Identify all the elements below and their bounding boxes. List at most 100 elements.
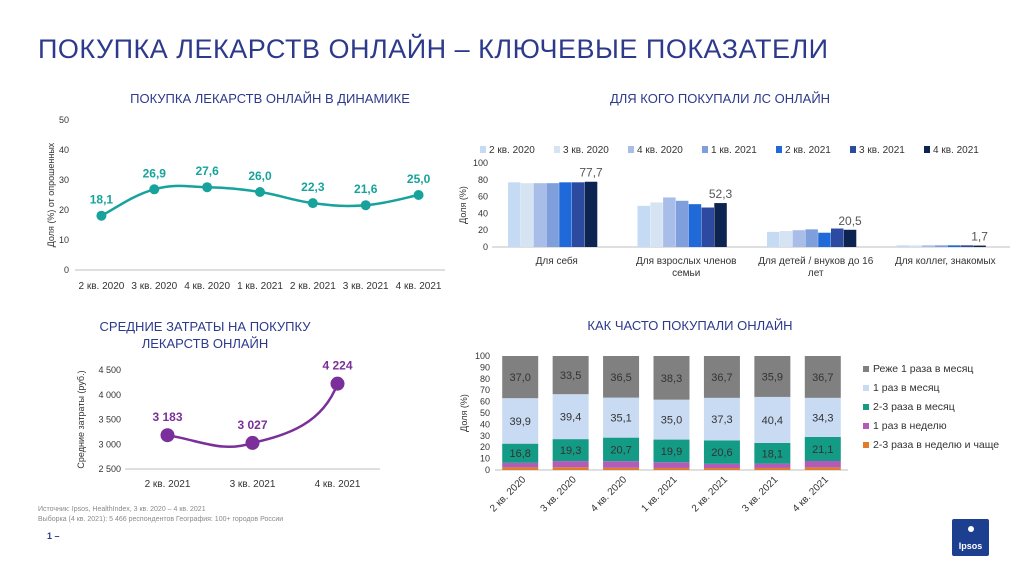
legend-label: 2-3 раза в месяц (873, 401, 955, 413)
bar-segment (502, 462, 539, 468)
bar-segment (653, 467, 690, 470)
x-tick-label: Для детей / внуков до 16 (758, 256, 874, 267)
y-tick-label: 60 (480, 397, 490, 407)
y-tick-label: 40 (59, 145, 69, 155)
y-tick-label: 0 (485, 465, 490, 475)
legend-swatch (776, 146, 782, 153)
y-tick-label: 10 (480, 454, 490, 464)
y-tick-label: 90 (480, 362, 490, 372)
y-axis-label: Доля (%) от опрошенных (46, 142, 56, 247)
page-title: ПОКУПКА ЛЕКАРСТВ ОНЛАЙН – КЛЮЧЕВЫЕ ПОКАЗ… (38, 34, 829, 64)
ipsos-logo-text: Ipsos (958, 541, 983, 551)
bar-segment (804, 460, 841, 468)
data-point (307, 198, 318, 209)
legend-label: 3 кв. 2020 (563, 145, 609, 156)
bar-segment (703, 463, 740, 469)
page-number: 1 – (47, 531, 60, 541)
x-tick-label: 4 кв. 2021 (396, 281, 442, 292)
bar-segment (603, 397, 640, 438)
x-tick-label: 4 кв. 2020 (184, 281, 230, 292)
bar-segment (754, 467, 791, 470)
bar-segment (754, 442, 791, 464)
x-tick-label: семьи (672, 268, 700, 279)
y-tick-label: 20 (478, 225, 488, 235)
bar (896, 245, 909, 247)
data-label: 3 027 (237, 418, 267, 432)
data-label: 52,3 (709, 187, 733, 201)
y-tick-label: 80 (478, 175, 488, 185)
bar-segment (703, 397, 740, 441)
bar (520, 183, 534, 247)
page-number-value: 1 (47, 531, 53, 541)
y-tick-label: 3 000 (98, 439, 121, 449)
legend-label: 1 раз в неделю (873, 420, 947, 432)
legend-swatch (850, 146, 856, 153)
bar (909, 245, 922, 247)
data-point (149, 184, 160, 195)
y-axis-label: Доля (%) (459, 394, 469, 432)
bar-segment (703, 440, 740, 464)
bar-segment (603, 461, 640, 468)
data-label: 26,0 (248, 169, 272, 183)
bar (973, 245, 986, 247)
y-tick-label: 40 (478, 208, 488, 218)
x-tick-label: 4 кв. 2021 (315, 479, 361, 490)
bar-segment (502, 467, 539, 470)
legend-swatch (863, 366, 869, 372)
source-line-1: Источник: Ipsos, HealthIndex, 3 кв. 2020… (38, 506, 206, 513)
data-label: 25,0 (407, 172, 431, 186)
data-label: 18,1 (90, 193, 114, 207)
data-label: 26,9 (143, 166, 167, 180)
x-tick-label: 3 кв. 2021 (740, 474, 780, 514)
bar (546, 183, 559, 247)
x-tick-label: 1 кв. 2021 (237, 281, 283, 292)
bar (934, 245, 948, 247)
bar (779, 231, 793, 247)
data-label: 40,4 (762, 415, 783, 427)
data-label: 36,7 (711, 372, 732, 384)
bar (714, 203, 727, 247)
bar-segment (552, 461, 589, 468)
source-note: Источник: Ipsos, HealthIndex, 3 кв. 2020… (38, 505, 283, 525)
bar (663, 197, 676, 247)
bar-segment (603, 437, 640, 462)
data-point (160, 428, 175, 443)
legend-swatch (863, 404, 869, 410)
bar (688, 204, 702, 247)
bar (792, 230, 806, 247)
data-label: 37,0 (510, 372, 531, 384)
y-tick-label: 0 (483, 242, 488, 252)
legend-label: 2-3 раза в неделю и чаще (873, 439, 999, 451)
legend-label: 4 кв. 2020 (637, 145, 683, 156)
data-label: 21,1 (812, 444, 833, 456)
bar-segment (552, 356, 589, 395)
data-label: 27,6 (195, 164, 219, 178)
data-label: 19,3 (560, 445, 581, 457)
bar-segment (703, 468, 740, 470)
bar-segment (552, 467, 589, 470)
y-tick-label: 70 (480, 385, 490, 395)
data-label: 34,3 (812, 412, 833, 424)
legend-label: 3 кв. 2021 (859, 145, 905, 156)
y-axis-label: Средние затраты (руб.) (76, 370, 86, 468)
y-tick-label: 2 500 (98, 464, 121, 474)
dynamics-chart-title: ПОКУПКА ЛЕКАРСТВ ОНЛАЙН В ДИНАМИКЕ (130, 91, 410, 106)
bar-segment (502, 443, 539, 463)
data-label: 16,8 (510, 448, 531, 460)
bar (767, 231, 780, 247)
legend-swatch (924, 146, 930, 153)
frequency-chart-title: КАК ЧАСТО ПОКУПАЛИ ОНЛАЙН (587, 318, 793, 333)
bar-segment (653, 439, 690, 463)
data-label: 21,6 (354, 182, 378, 196)
data-label: 18,1 (762, 448, 783, 460)
x-tick-label: 2 кв. 2020 (488, 474, 528, 514)
x-tick-label: 2 кв. 2021 (145, 479, 191, 490)
legend-label: 1 кв. 2021 (711, 145, 757, 156)
y-tick-label: 0 (64, 265, 69, 275)
y-tick-label: 20 (59, 205, 69, 215)
x-tick-label: лет (808, 268, 824, 279)
data-label: 35,1 (610, 413, 631, 425)
bar (831, 228, 844, 247)
bar-segment (502, 398, 539, 444)
